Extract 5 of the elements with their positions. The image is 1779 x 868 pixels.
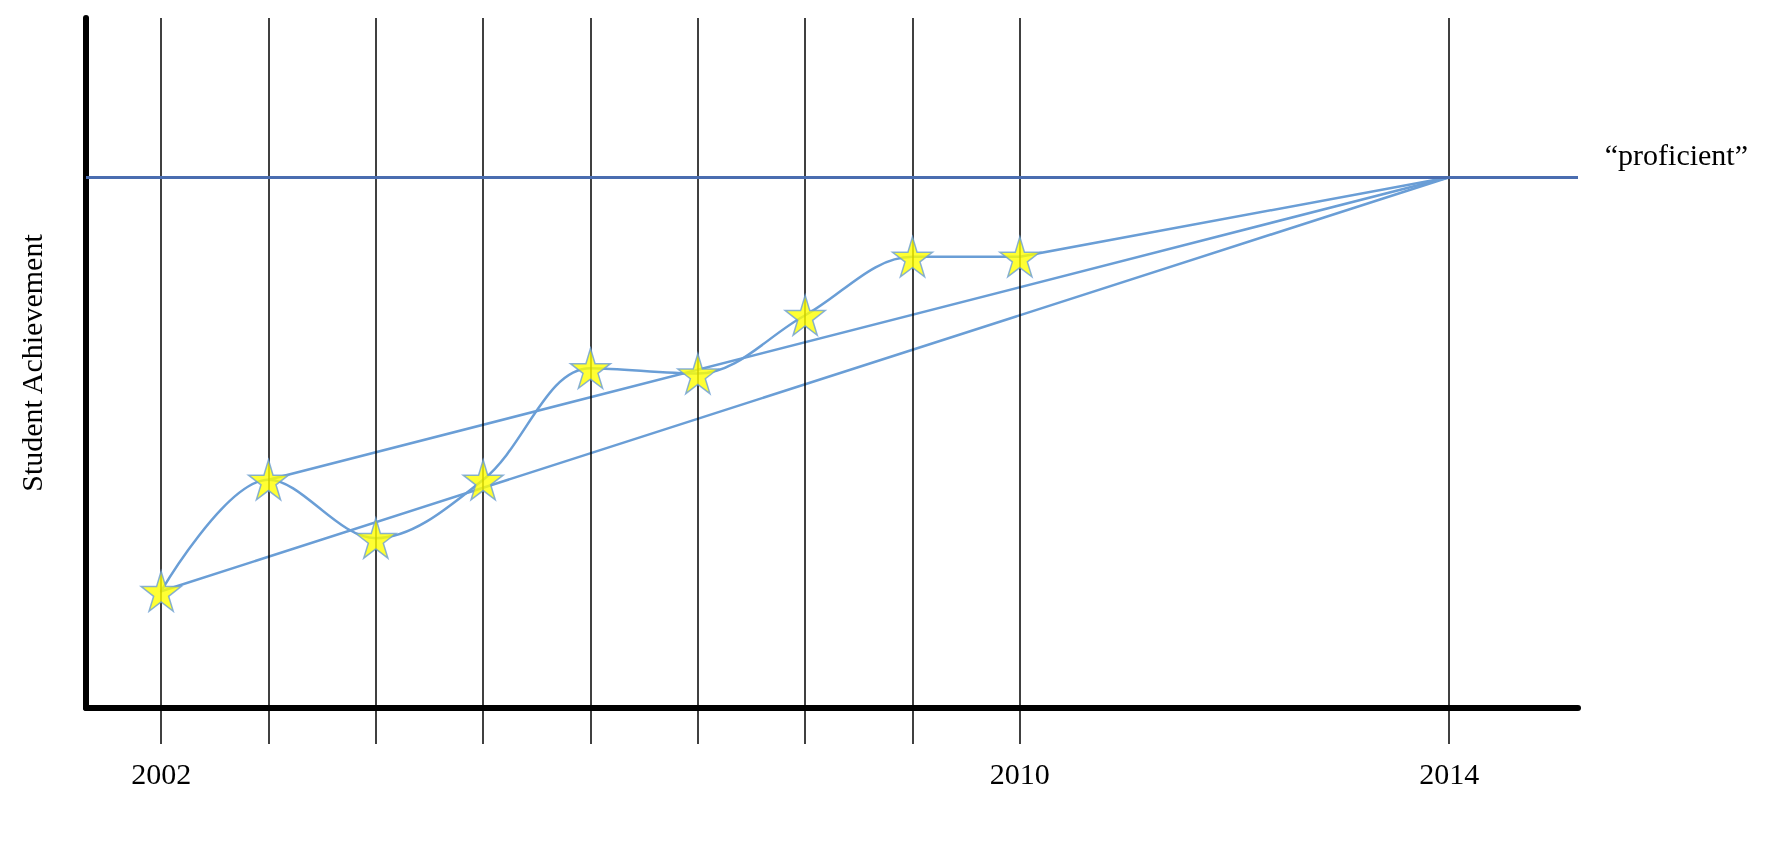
x-tick-label: 2010 [989,756,1050,790]
ref-line-label: “proficient” [1604,137,1748,171]
y-axis-title: Student Achievement [14,233,48,492]
x-tick-label: 2002 [131,756,192,790]
x-tick-label: 2014 [1419,756,1480,790]
